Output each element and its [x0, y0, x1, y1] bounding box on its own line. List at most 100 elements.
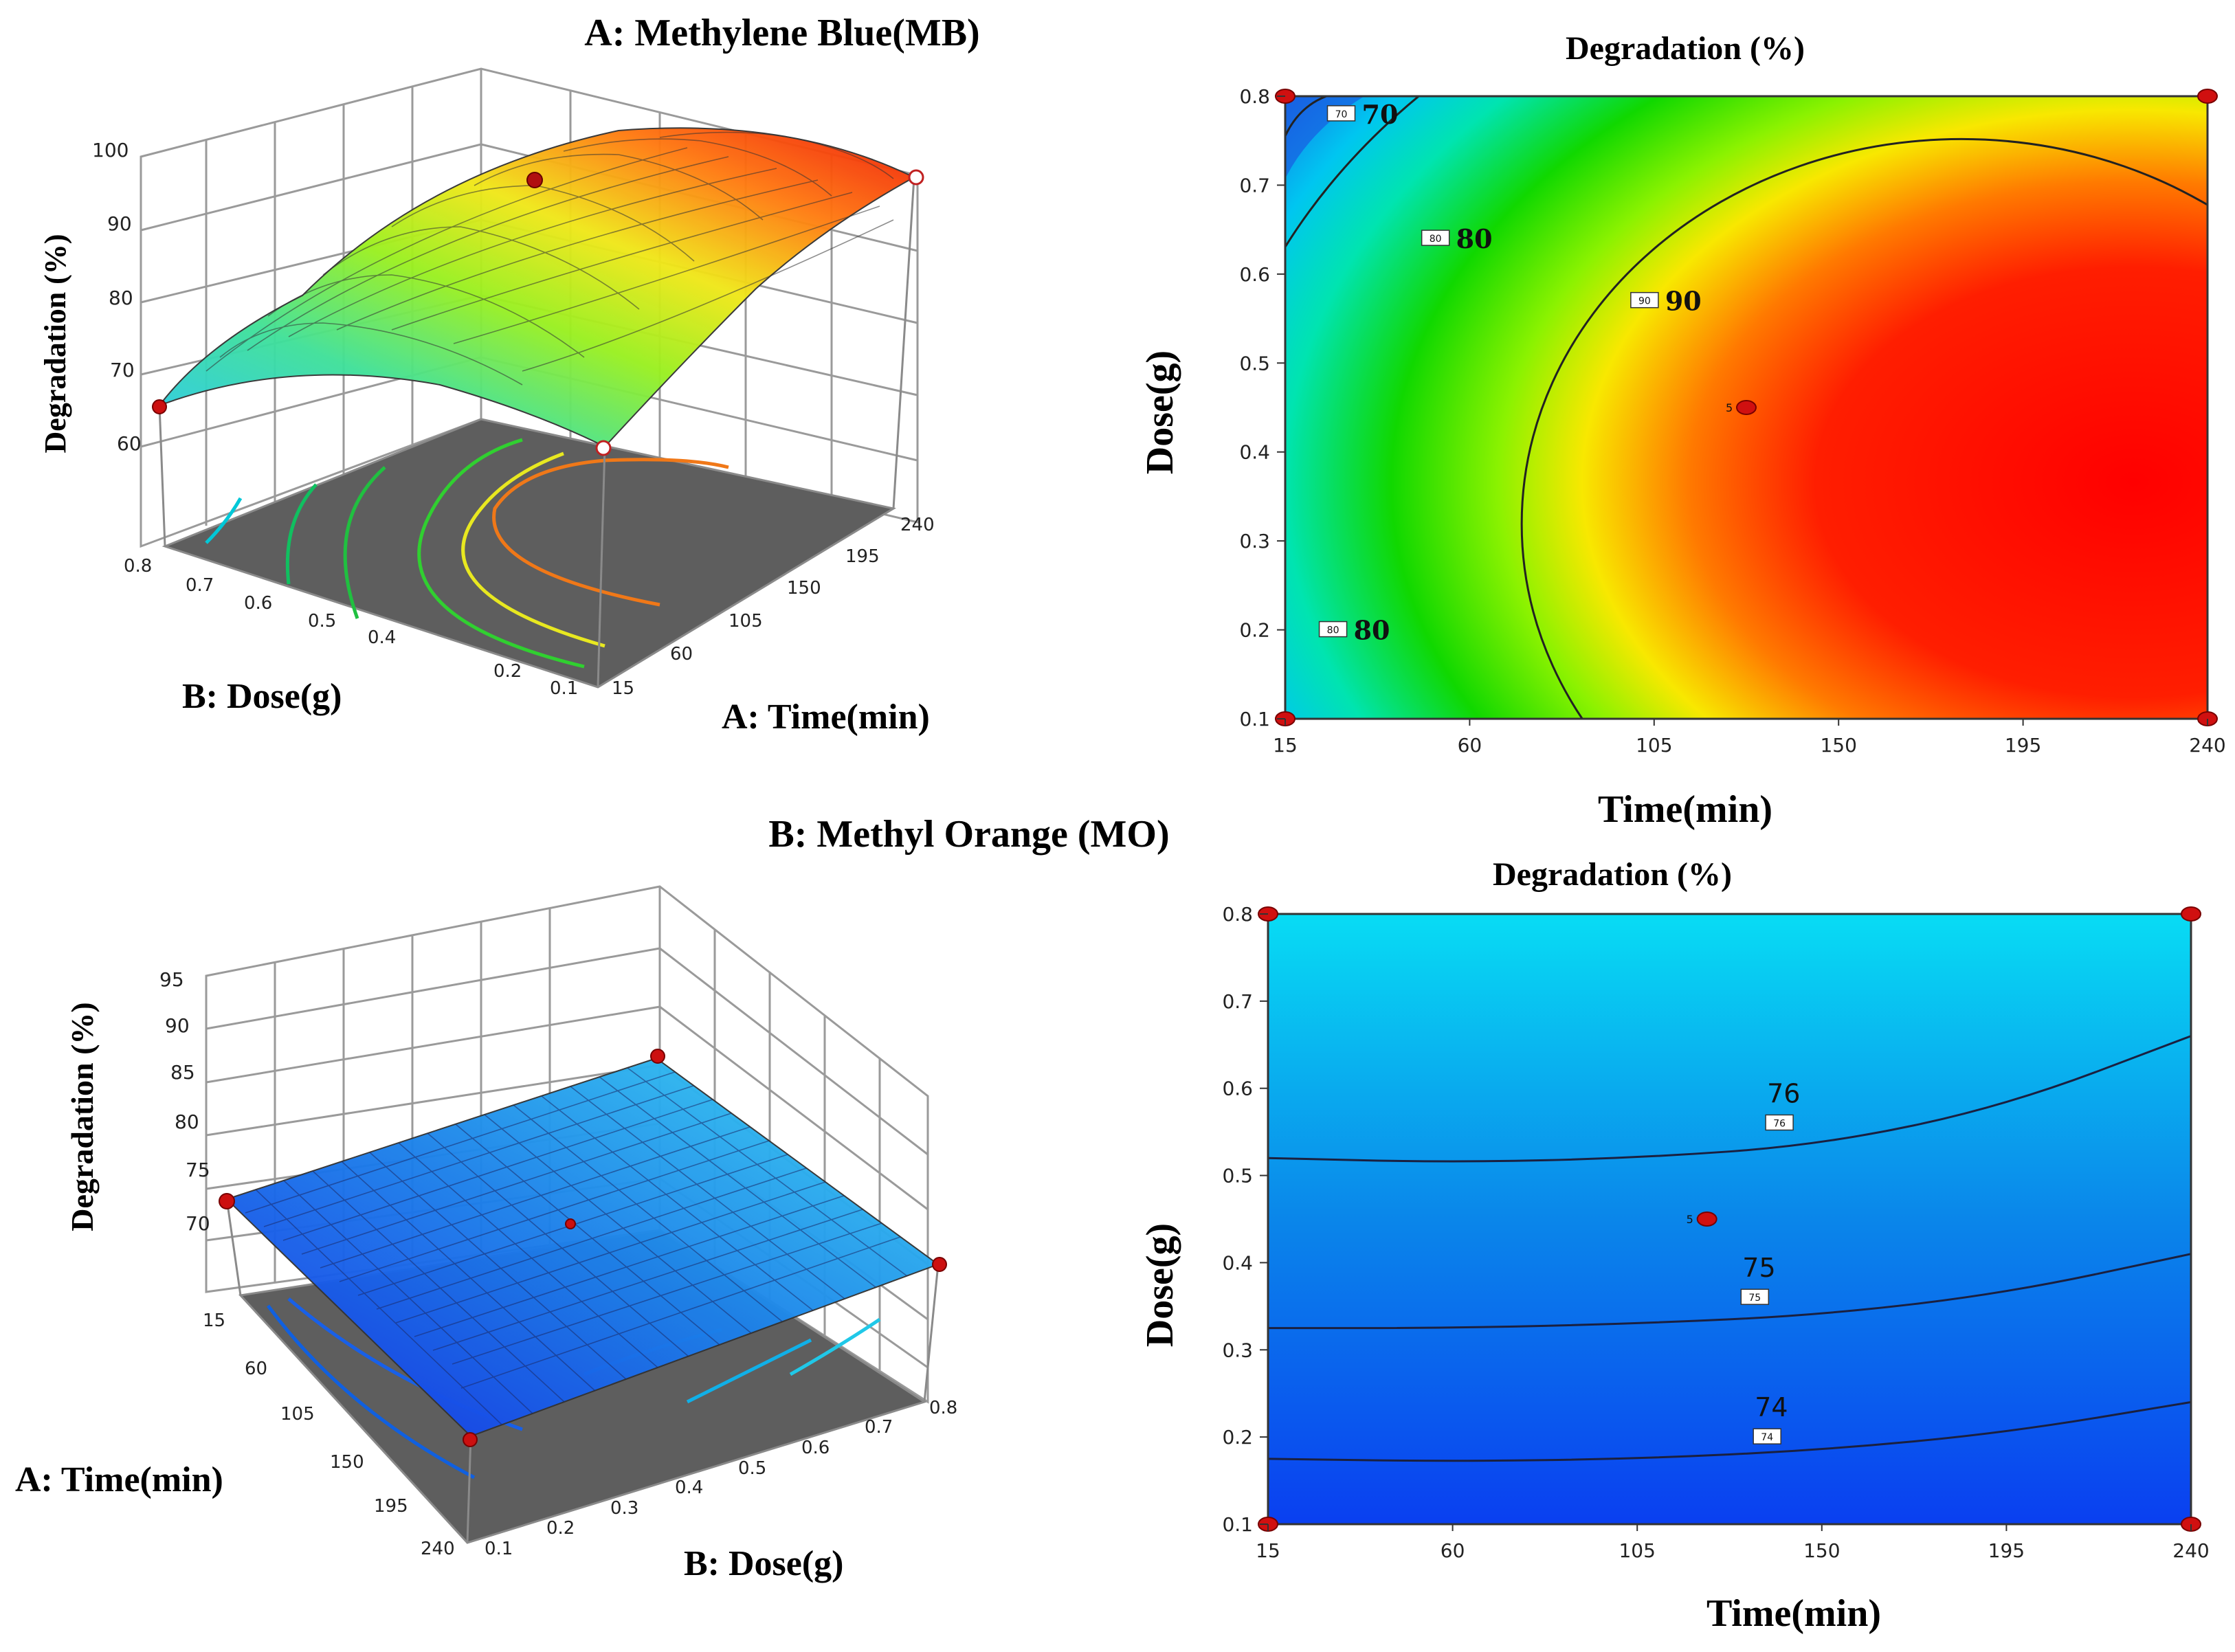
mb-y-tick-label: 0.2 [1239, 619, 1270, 642]
mb-z-tick: 90 [107, 212, 132, 235]
mb-surface-time-ticks: 15 60 105 150 195 240 [612, 515, 935, 699]
mo-x-tick-label: 105 [1619, 1539, 1655, 1562]
mo-contour-tag: 76 [1773, 1118, 1786, 1129]
mo-design-point [650, 1049, 665, 1064]
mb-design-point [526, 172, 543, 188]
mb-z-tick: 70 [110, 359, 135, 381]
mb-contour-tag: 90 [1638, 296, 1651, 307]
mb-contour-tag-box [1318, 621, 1348, 638]
mb-dose-tick: 0.4 [368, 627, 396, 648]
mb-contour-tag-box [1326, 105, 1356, 122]
mb-z-tick: 100 [92, 139, 129, 161]
mb-y-tick-label: 0.6 [1239, 263, 1270, 286]
mb-contour-tag-box [1630, 291, 1659, 309]
mb-z-tick: 60 [117, 432, 142, 455]
mo-contour-y-ticks: 0.1 0.2 0.3 0.4 0.5 0.6 0.7 0.8 [1222, 903, 1268, 1536]
mo-z-tick: 95 [159, 968, 184, 991]
mo-center-count: 5 [1687, 1213, 1693, 1226]
mo-surface-dose-ticks: 0.1 0.2 0.3 0.4 0.5 0.6 0.7 0.8 [485, 1398, 957, 1559]
mo-contour-lines [1268, 1035, 2191, 1462]
mb-y-tick-label: 0.4 [1239, 441, 1270, 464]
mo-surface-back-walls [205, 885, 929, 1404]
mo-contour-tag-box [1753, 1428, 1781, 1444]
mo-z-tick: 90 [165, 1014, 190, 1037]
mo-contour-title: Degradation (%) [1493, 856, 1732, 893]
mo-y-tick-label: 0.2 [1222, 1426, 1253, 1449]
mo-contour-tag: 74 [1761, 1432, 1773, 1443]
mo-contour-tag-box [1740, 1288, 1770, 1305]
mb-y-tick-label: 0.3 [1239, 530, 1270, 552]
mo-dose-tick: 0.7 [865, 1417, 893, 1438]
mo-time-tick: 150 [330, 1452, 364, 1473]
mb-dose-tick: 0.6 [244, 593, 272, 614]
mb-x-tick-label: 240 [2189, 734, 2225, 757]
mo-dose-tick: 0.6 [801, 1438, 830, 1458]
mo-contour-frame [1267, 913, 2192, 1526]
mb-design-point [595, 440, 612, 456]
mo-time-tick: 60 [245, 1359, 267, 1379]
mb-center-count: 5 [1726, 401, 1733, 414]
mo-y-tick-label: 0.7 [1222, 990, 1253, 1013]
mb-x-tick-label: 150 [1820, 734, 1856, 757]
mo-z-tick: 70 [186, 1212, 210, 1235]
mb-surface-z-ticks: 60 70 80 90 100 [92, 139, 142, 455]
mb-surface-zlabel: Degradation (%) [38, 234, 72, 454]
mb-y-tick-label: 0.1 [1239, 708, 1270, 730]
mo-design-point [565, 1218, 576, 1229]
mb-x-tick-label: 195 [2005, 734, 2041, 757]
mo-time-tick: 195 [374, 1496, 408, 1517]
mb-contour-tag: 80 [1327, 625, 1339, 636]
mo-y-tick-label: 0.1 [1222, 1513, 1253, 1536]
mo-y-tick-label: 0.3 [1222, 1339, 1253, 1361]
mo-design-point [219, 1193, 235, 1209]
mb-contour-x-ticks: 15 60 105 150 195 240 [1273, 719, 2226, 757]
mo-contour-ylabel: Dose(g) [1139, 1223, 1181, 1347]
mo-x-tick-label: 240 [2172, 1539, 2209, 1562]
mb-surface-points [152, 169, 924, 456]
mo-surface-time-ticks: 15 60 105 150 195 240 [203, 1310, 455, 1559]
mb-dose-tick: 0.7 [186, 575, 214, 596]
mo-contour-level-label: 74 [1755, 1392, 1788, 1422]
mb-center-point [1736, 400, 1757, 415]
mo-contour-tag: 75 [1748, 1293, 1761, 1304]
mo-contour-field [1268, 914, 2191, 1524]
mb-surface-dose-label: B: Dose(g) [182, 677, 342, 716]
mo-dose-tick: 0.4 [675, 1477, 703, 1498]
mo-x-tick-label: 60 [1441, 1539, 1465, 1562]
mb-time-tick: 105 [729, 611, 763, 632]
mb-contour-tag: 80 [1430, 234, 1442, 245]
mo-contour-line-76 [1268, 1035, 2191, 1163]
mo-contour-level-label: 76 [1767, 1078, 1800, 1108]
mb-y-tick-label: 0.7 [1239, 174, 1270, 197]
mo-x-tick-label: 195 [1988, 1539, 2025, 1562]
mb-x-tick-label: 15 [1273, 734, 1298, 757]
mb-contour-level-label: 80 [1456, 223, 1493, 254]
mb-time-tick: 150 [787, 578, 821, 599]
mb-time-tick: 15 [612, 678, 634, 699]
mo-contour-tag-box [1765, 1114, 1794, 1131]
mo-surface-zlabel: Degradation (%) [65, 1002, 100, 1231]
mo-time-tick: 240 [421, 1539, 455, 1559]
mb-contour-level-label: 70 [1362, 99, 1399, 130]
mo-contour-labels: 76 76 75 75 74 74 [1740, 1078, 1800, 1444]
mo-time-tick: 105 [280, 1404, 315, 1425]
mb-x-tick-label: 60 [1458, 734, 1482, 757]
mb-y-tick-label: 0.5 [1239, 352, 1270, 375]
mo-dose-tick: 0.8 [929, 1398, 957, 1418]
mo-x-tick-label: 150 [1803, 1539, 1840, 1562]
mo-y-tick-label: 0.8 [1222, 903, 1253, 926]
mb-contour-lines [1285, 96, 2208, 719]
mo-contour-x-ticks: 15 60 105 150 195 240 [1256, 1524, 2210, 1562]
mb-contour-xlabel: Time(min) [1598, 788, 1772, 831]
panel-b-title: B: Methyl Orange (MO) [768, 813, 1169, 856]
mb-y-tick-label: 0.8 [1239, 85, 1270, 108]
mb-x-tick-label: 105 [1636, 734, 1672, 757]
mo-design-point [463, 1432, 478, 1447]
mb-surface-plot: 60 70 80 90 100 0.8 0.7 0.6 0.5 0.4 0.2 … [38, 67, 935, 737]
mb-design-point [908, 169, 924, 186]
mb-time-tick: 60 [670, 644, 693, 665]
mo-contour-xlabel: Time(min) [1706, 1592, 1881, 1635]
